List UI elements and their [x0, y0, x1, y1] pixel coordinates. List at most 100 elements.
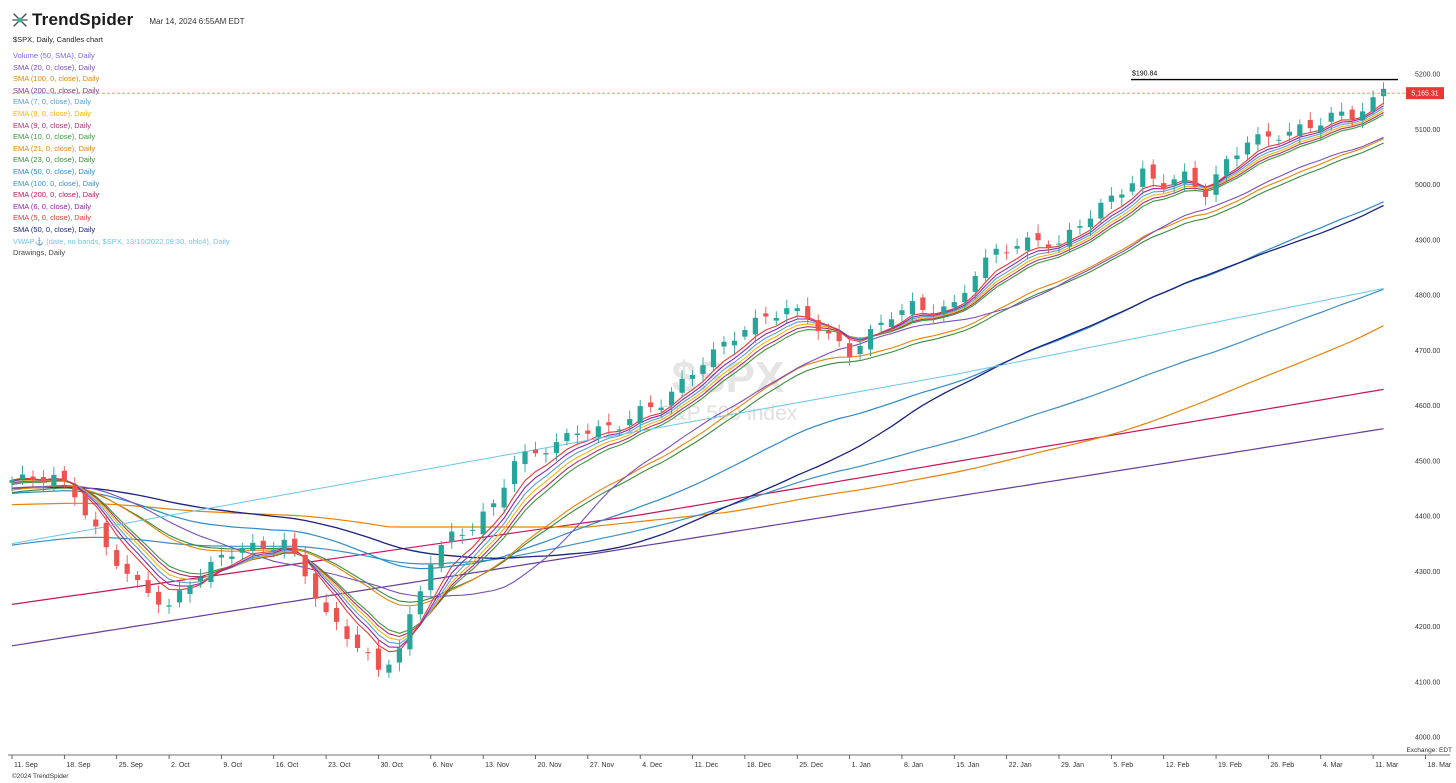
candle	[606, 413, 612, 435]
sma-50-line	[11, 204, 1384, 559]
y-tick-label: 4200.00	[1415, 624, 1440, 631]
x-tick-label: 25. Sep	[119, 762, 143, 769]
candle	[574, 425, 580, 444]
candle	[438, 541, 444, 573]
x-tick-label: 29. Jan	[1061, 762, 1084, 769]
candle	[899, 304, 905, 323]
indicator-item[interactable]: EMA (10, 0, close), Daily	[13, 132, 96, 142]
indicator-item[interactable]: EMA (9, 0, close), Daily	[13, 120, 91, 130]
candle	[1182, 163, 1188, 192]
candle	[1056, 235, 1062, 253]
candle	[815, 314, 821, 340]
candle	[407, 606, 413, 656]
indicator-item[interactable]: EMA (21, 0, close), Daily	[13, 143, 96, 153]
ema-7-line	[11, 107, 1384, 645]
indicator-item[interactable]: EMA (50, 0, close), Daily	[13, 166, 96, 176]
indicator-item[interactable]: SMA (50, 0, close), Daily	[13, 224, 96, 234]
candle	[1360, 102, 1366, 129]
candle	[1244, 136, 1251, 161]
candle	[658, 399, 664, 417]
candle	[700, 357, 706, 383]
candle	[1307, 112, 1313, 133]
candle	[82, 487, 88, 520]
candle	[365, 647, 371, 661]
candle	[417, 585, 423, 621]
candle	[731, 332, 738, 354]
indicator-item[interactable]: SMA (100, 0, close), Daily	[13, 74, 100, 84]
indicator-item[interactable]: EMA (5, 0, close), Daily	[13, 213, 91, 223]
candle	[1098, 198, 1104, 224]
candle	[752, 309, 758, 343]
indicator-item[interactable]: SMA (20, 0, close), Daily	[13, 62, 96, 72]
candle	[1087, 210, 1094, 236]
candle	[689, 369, 696, 387]
candle	[941, 300, 947, 323]
candle	[1014, 238, 1020, 254]
timestamp: Mar 14, 2024 6:55AM EDT	[149, 16, 245, 26]
candle	[1150, 159, 1156, 187]
x-axis: 11. Sep 18. Sep 25. Sep 2. Oct 9. Oct 16. Oct…	[8, 754, 1452, 769]
indicator-item[interactable]: SMA (200, 0, close), Daily	[13, 85, 100, 95]
candle	[637, 399, 643, 433]
indicator-item[interactable]: VWAP⚓ (date, no bands, $SPX, 13/10/2022 …	[13, 236, 230, 246]
candle	[1318, 117, 1324, 140]
indicator-item[interactable]: EMA (200, 0, close), Daily	[13, 190, 100, 200]
candle	[1286, 122, 1292, 143]
y-tick-label: 4300.00	[1415, 569, 1440, 576]
x-tick-label: 20. Nov	[538, 762, 563, 769]
candle	[1077, 219, 1083, 235]
indicator-item[interactable]: EMA (8, 0, close), Daily	[13, 108, 91, 118]
x-tick-label: 25. Dec	[799, 762, 824, 769]
candle	[857, 337, 863, 360]
indicator-item[interactable]: Drawings, Daily	[13, 248, 66, 258]
indicator-item[interactable]: Volume (50, SMA), Daily	[13, 51, 95, 60]
indicator-item[interactable]: EMA (6, 0, close), Daily	[13, 201, 91, 211]
candle	[1328, 107, 1334, 131]
candle	[763, 306, 769, 325]
candle	[1140, 160, 1146, 195]
candle	[218, 547, 224, 567]
ema-100-line	[11, 288, 1384, 565]
y-tick-label: 4600.00	[1415, 403, 1440, 410]
y-tick-label: 4700.00	[1415, 348, 1440, 355]
candle	[19, 465, 26, 485]
candle	[595, 420, 601, 443]
x-tick-label: 9. Oct	[223, 762, 242, 769]
candle	[983, 248, 989, 283]
candle	[93, 511, 99, 535]
candle	[155, 585, 162, 614]
candle	[51, 466, 57, 492]
y-tick-label: 4100.00	[1415, 679, 1440, 686]
trendspider-logo-icon	[12, 13, 28, 27]
candle	[710, 341, 717, 372]
candle	[679, 370, 685, 398]
candle	[1035, 224, 1041, 247]
candle	[826, 323, 832, 340]
candle	[1223, 155, 1230, 181]
candle	[61, 466, 67, 489]
indicator-item[interactable]: EMA (100, 0, close), Daily	[13, 178, 100, 188]
candle	[1119, 188, 1125, 207]
candle	[1213, 165, 1219, 202]
candle	[532, 441, 539, 457]
indicator-item[interactable]: EMA (23, 0, close), Daily	[13, 155, 96, 165]
x-tick-label: 30. Oct	[380, 762, 403, 769]
candle	[1045, 240, 1052, 254]
candle	[135, 570, 141, 588]
candle	[648, 395, 654, 413]
candle	[972, 271, 978, 300]
candle	[114, 544, 120, 570]
candle	[40, 469, 47, 492]
candle	[1370, 90, 1376, 115]
x-tick-label: 18. Mar	[1427, 762, 1451, 769]
candle	[344, 619, 350, 647]
sma-200-line	[11, 428, 1384, 647]
x-tick-label: 19. Feb	[1218, 762, 1242, 769]
candle	[1265, 123, 1271, 146]
x-tick-label: 12. Feb	[1166, 762, 1190, 769]
indicator-item[interactable]: EMA (7, 0, close), Daily	[13, 97, 91, 107]
x-tick-label: 8. Jan	[904, 762, 923, 769]
candle	[920, 294, 926, 314]
y-tick-label: 4900.00	[1415, 237, 1440, 244]
